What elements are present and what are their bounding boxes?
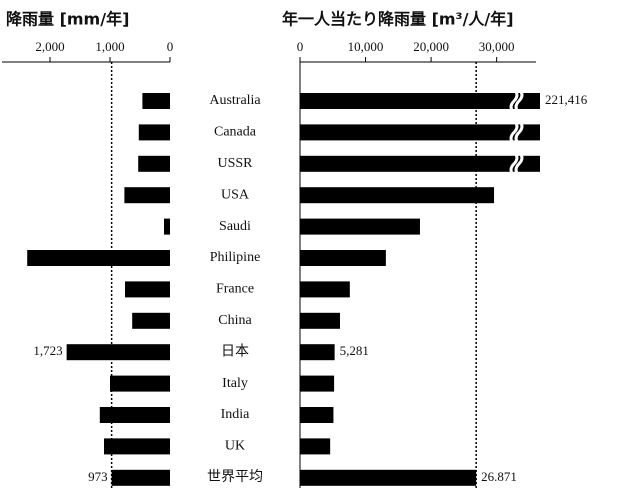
bar: [111, 469, 170, 486]
bar: [300, 281, 350, 298]
bar: [104, 438, 170, 455]
category-label: USA: [221, 187, 250, 202]
bar: [300, 469, 477, 486]
x-tick-label: 20,000: [413, 39, 449, 54]
bar: [27, 250, 171, 266]
value-label: 1,723: [33, 343, 62, 358]
value-label: 973: [88, 469, 108, 484]
bar: [125, 281, 170, 298]
category-label: Australia: [209, 93, 261, 108]
x-tick-label: 2,000: [35, 39, 64, 54]
break-mark: [509, 119, 519, 146]
bar: [138, 124, 170, 141]
bar: [124, 187, 170, 204]
bar: [300, 93, 540, 109]
bar: [300, 218, 420, 235]
value-label: 221,416: [545, 92, 588, 107]
category-label: China: [218, 313, 252, 328]
category-label: Philipine: [210, 250, 261, 265]
bar: [300, 407, 334, 423]
x-tick-label: 1,000: [95, 39, 124, 54]
bar: [132, 312, 170, 329]
category-label: 世界平均: [207, 469, 263, 485]
x-tick-label: 30,000: [479, 39, 515, 54]
x-tick-label: 0: [167, 39, 174, 54]
bar: [300, 124, 540, 141]
bar: [300, 187, 495, 204]
bar: [300, 155, 540, 172]
category-label: France: [216, 282, 254, 297]
chart-title: 年一人当たり降雨量 [m³/人/年]: [282, 10, 514, 29]
category-label: UK: [225, 439, 245, 454]
category-label: Italy: [222, 376, 248, 391]
break-mark: [514, 150, 524, 177]
chart-title: 降雨量 [mm/年]: [6, 10, 129, 29]
bar: [110, 375, 170, 392]
break-mark: [514, 119, 524, 146]
bar: [138, 155, 170, 172]
category-label: Canada: [214, 125, 257, 140]
bar: [164, 218, 170, 235]
bar: [142, 93, 170, 109]
bar: [300, 344, 335, 361]
bar: [300, 312, 340, 329]
x-tick-label: 0: [297, 39, 304, 54]
bar: [300, 438, 331, 455]
value-label: 26.871: [481, 469, 517, 484]
bar: [300, 250, 386, 266]
bar: [300, 375, 335, 392]
category-label: USSR: [217, 156, 253, 171]
break-mark: [514, 87, 524, 115]
value-label: 5,281: [340, 343, 369, 358]
break-mark: [509, 150, 519, 177]
bar: [66, 344, 170, 361]
bar: [99, 407, 170, 423]
category-label: India: [221, 407, 251, 422]
category-label: Saudi: [219, 219, 251, 234]
category-label: 日本: [221, 343, 249, 359]
break-mark: [509, 87, 519, 115]
x-tick-label: 10,000: [348, 39, 384, 54]
